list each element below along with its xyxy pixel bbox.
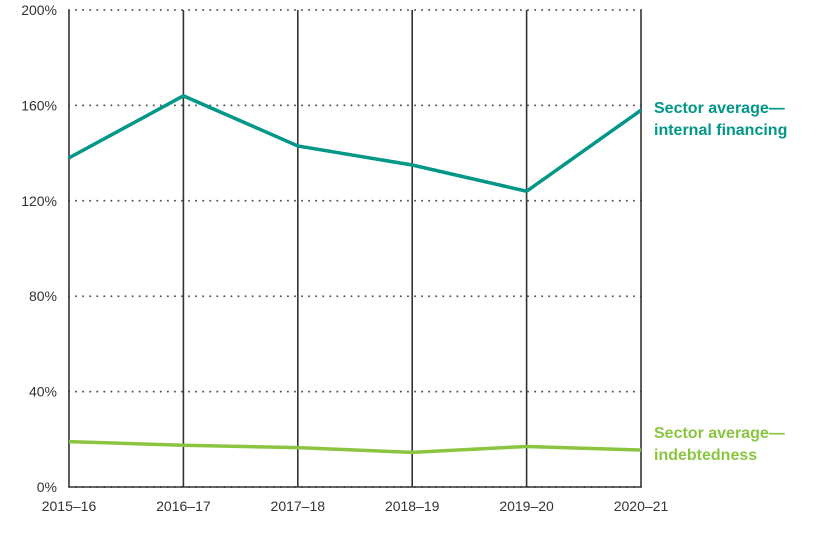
chart-svg: 0% 40% 80% 120% 160% 200% 2015–16 2016–17 2017–1… [0, 0, 821, 547]
series-label-indebtedness: Sector average— [654, 425, 785, 442]
y-tick-label: 80% [29, 288, 57, 304]
y-tick-label: 120% [21, 193, 57, 209]
series-label-internal_financing-2: internal financing [654, 122, 787, 139]
x-tick-label: 2015–16 [42, 498, 97, 514]
y-tick-label: 200% [21, 2, 57, 18]
y-tick-label: 0% [37, 479, 57, 495]
y-tick-label: 160% [21, 97, 57, 113]
x-tick-label: 2020–21 [614, 498, 669, 514]
series-label-internal_financing: Sector average— [654, 100, 785, 117]
x-tick-label: 2018–19 [385, 498, 440, 514]
x-tick-label: 2017–18 [271, 498, 326, 514]
series-label-indebtedness-2: indebtedness [654, 447, 757, 464]
line-chart: 0% 40% 80% 120% 160% 200% 2015–16 2016–17 2017–1… [0, 0, 821, 547]
x-tick-label: 2019–20 [499, 498, 554, 514]
y-tick-label: 40% [29, 384, 57, 400]
x-tick-label: 2016–17 [156, 498, 211, 514]
